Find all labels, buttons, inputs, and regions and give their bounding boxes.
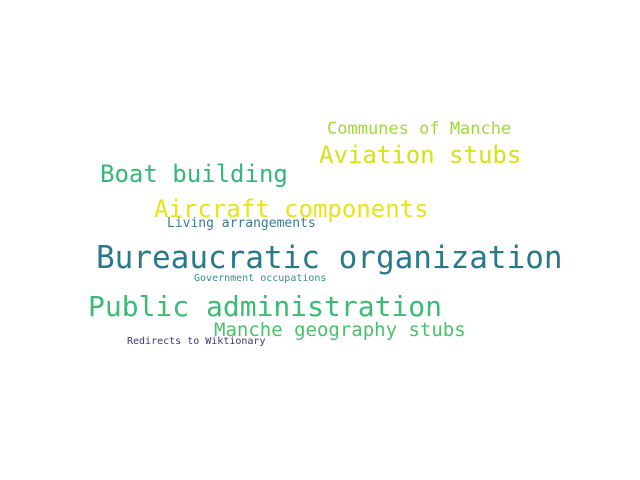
word-aircraft-components: Aircraft components xyxy=(154,195,429,223)
word-manche-geography-stubs: Manche geography stubs xyxy=(214,319,466,341)
word-living-arrangements: Living arrangements xyxy=(167,216,316,231)
word-communes-of-manche: Communes of Manche xyxy=(327,119,512,139)
word-government-occupations: Government occupations xyxy=(194,273,327,284)
word-redirects-to-wiktionary: Redirects to Wiktionary xyxy=(127,336,266,347)
word-public-administration: Public administration xyxy=(88,290,443,323)
word-bureaucratic-organization: Bureaucratic organization xyxy=(96,240,563,276)
word-boat-building: Boat building xyxy=(100,160,288,188)
word-aviation-stubs: Aviation stubs xyxy=(319,141,522,169)
